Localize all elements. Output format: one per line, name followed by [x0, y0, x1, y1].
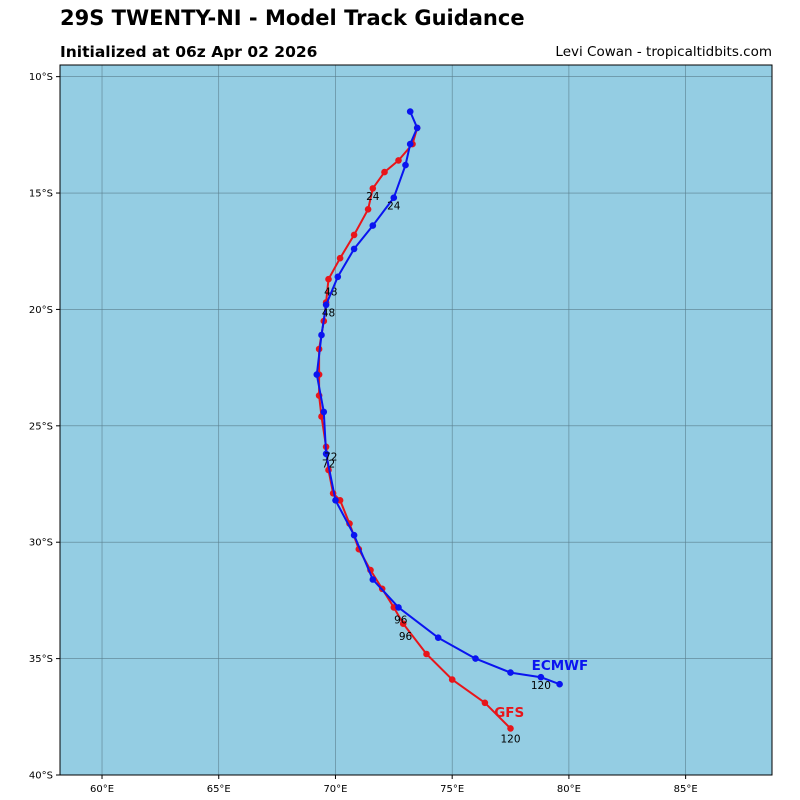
gfs-model-label: GFS [494, 705, 524, 721]
ecmwf-track-point [369, 576, 377, 583]
ecmwf-track: 24 48 72 96 120 ECMWF [313, 108, 589, 692]
ecmwf-track-point [406, 108, 414, 115]
tick-label-lon-4: 80°E [557, 784, 581, 795]
ecmwf-track-point [350, 245, 358, 253]
ecmwf-track-point [320, 408, 328, 416]
gfs-track-point [364, 206, 372, 213]
model-tracks: 24 48 72 96 120 GFS 24 48 72 96 120 ECMWF [313, 108, 589, 745]
ecmwf-track-point [350, 531, 358, 539]
tick-label-lon-5: 85°E [674, 784, 698, 795]
gfs-track-point [325, 275, 332, 283]
ecmwf-track-point [332, 497, 339, 504]
ecmwf-track-point [556, 680, 563, 688]
axis-ticks: 60°E 65°E 70°E 75°E 80°E 85°E 10°S 15°S 20°S 25°S… [29, 72, 698, 795]
gfs-track-point [336, 254, 344, 262]
ecmwf-hour-label-96: 96 [399, 631, 413, 643]
ecmwf-track-point [334, 273, 342, 281]
gfs-track-point [336, 497, 344, 504]
gfs-hour-label-120: 120 [500, 733, 520, 745]
credit-text: Levi Cowan - tropicaltidbits.com [555, 44, 772, 60]
ecmwf-hour-label-120: 120 [531, 680, 551, 692]
tick-label-lat-6: 40°S [29, 771, 53, 782]
tick-label-lat-2: 20°S [29, 305, 53, 316]
tick-label-lat-3: 25°S [29, 421, 53, 432]
ecmwf-track-point [318, 331, 325, 339]
ecmwf-track-point [322, 450, 330, 458]
gfs-track-point [507, 725, 514, 732]
ecmwf-track-point [406, 140, 414, 148]
ecmwf-track-point [395, 604, 402, 611]
ecmwf-hour-label-24: 24 [387, 200, 401, 212]
gfs-track-point [423, 650, 430, 658]
gfs-track-point [381, 168, 388, 176]
ecmwf-track-point [413, 124, 421, 132]
gfs-track-point [350, 231, 358, 239]
gfs-track-point [390, 604, 398, 611]
tick-label-lon-2: 70°E [323, 784, 347, 795]
tick-label-lon-3: 75°E [440, 784, 464, 795]
tick-label-lat-1: 15°S [29, 189, 53, 200]
gfs-track-point [395, 157, 402, 164]
gfs-hour-label-24: 24 [366, 191, 380, 203]
gfs-track-point [399, 620, 407, 627]
ecmwf-track-point [434, 634, 442, 641]
init-time-subtitle: Initialized at 06z Apr 02 2026 [60, 43, 318, 61]
ecmwf-track-point [472, 655, 479, 662]
ecmwf-track-point [507, 669, 514, 676]
tick-label-lat-5: 35°S [29, 654, 53, 665]
page-title: 29S TWENTY-NI - Model Track Guidance [60, 6, 525, 30]
ecmwf-hour-label-72: 72 [324, 452, 337, 464]
ecmwf-hour-label-48: 48 [322, 307, 335, 319]
gfs-track-point [369, 185, 377, 192]
gfs-track-point [481, 699, 489, 707]
ecmwf-track-line [315, 111, 560, 686]
gfs-hour-label-96: 96 [394, 615, 408, 627]
tick-label-lon-1: 65°E [207, 784, 231, 795]
gfs-track-point [448, 676, 456, 683]
ecmwf-track-point [537, 673, 545, 681]
map-frame [59, 64, 773, 776]
ecmwf-track-point [313, 371, 321, 378]
map-ocean [60, 65, 772, 775]
map-gridlines [60, 65, 772, 776]
tick-label-lat-0: 10°S [29, 72, 53, 83]
ecmwf-track-point [322, 301, 330, 309]
ecmwf-model-label: ECMWF [532, 658, 589, 674]
tick-label-lat-4: 30°S [29, 538, 53, 549]
ecmwf-track-point [402, 161, 409, 169]
ecmwf-track-point [390, 194, 398, 201]
tick-label-lon-0: 60°E [90, 784, 114, 795]
ecmwf-track-point [369, 222, 377, 229]
